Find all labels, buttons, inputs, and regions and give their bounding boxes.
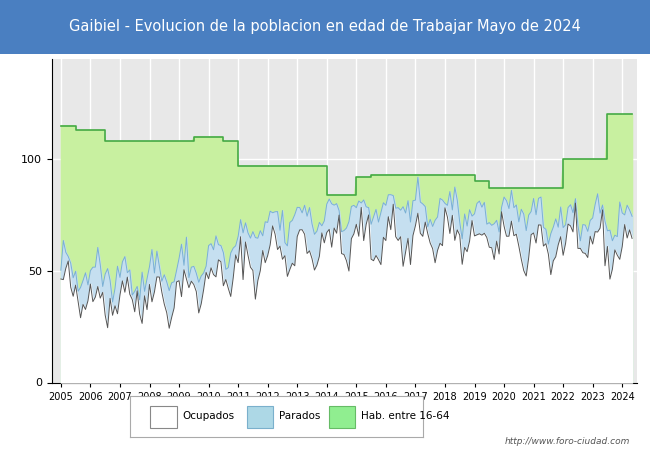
Text: Parados: Parados [280,411,320,421]
Text: Gaibiel - Evolucion de la poblacion en edad de Trabajar Mayo de 2024: Gaibiel - Evolucion de la poblacion en e… [69,19,581,35]
Text: Hab. entre 16-64: Hab. entre 16-64 [361,411,450,421]
Text: Ocupados: Ocupados [183,411,235,421]
FancyBboxPatch shape [150,406,177,428]
FancyBboxPatch shape [247,406,273,428]
Text: http://www.foro-ciudad.com: http://www.foro-ciudad.com [505,436,630,446]
FancyBboxPatch shape [329,406,355,428]
